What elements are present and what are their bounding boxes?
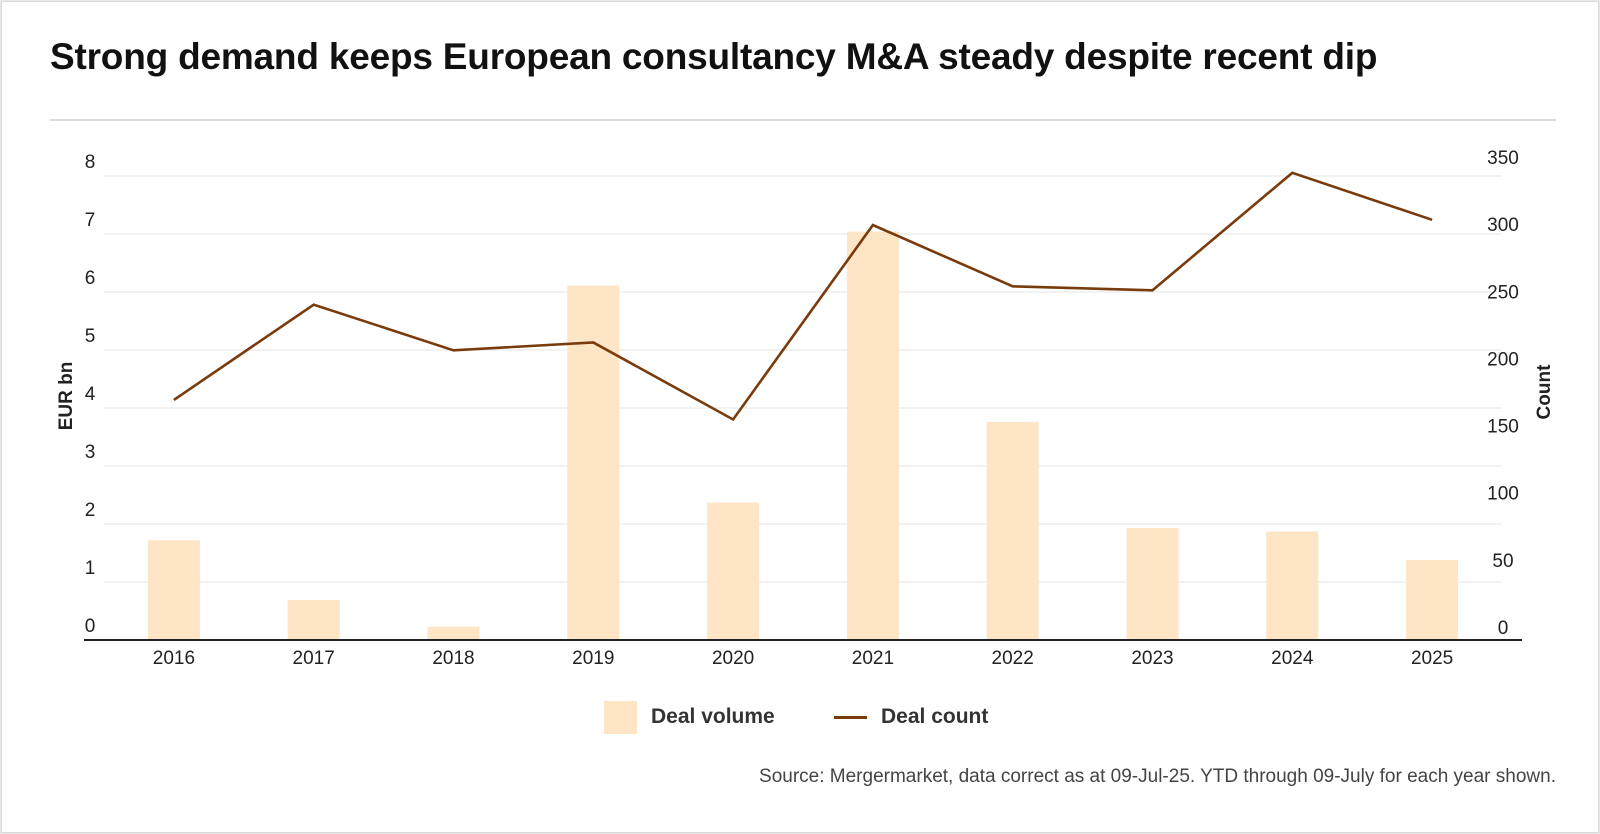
legend-label-deal-volume: Deal volume	[651, 705, 775, 728]
bar-2021	[846, 231, 899, 640]
bar-2017	[287, 599, 340, 640]
y-left-tick-label: 7	[85, 210, 96, 231]
y-left-axis-title: EUR bn	[56, 362, 77, 431]
x-tick-label: 2024	[1271, 648, 1314, 669]
x-tick-label: 2017	[293, 648, 335, 669]
deal-count-line-layer	[173, 171, 1433, 422]
y-right-tick-label: 300	[1487, 215, 1519, 236]
y-left-tick-label: 1	[85, 558, 96, 579]
x-tick-label: 2018	[432, 648, 474, 669]
bar-2019	[567, 285, 620, 640]
x-tick-label: 2025	[1411, 648, 1453, 669]
y-right-tick-label: 50	[1492, 551, 1513, 572]
y-right-tick-label: 150	[1487, 417, 1519, 438]
legend: Deal volume Deal count	[0, 700, 1600, 734]
y-left-tick-label: 6	[85, 268, 96, 289]
title-divider	[50, 119, 1556, 121]
x-tick-label: 2020	[712, 648, 754, 669]
y-right-tick-label: 350	[1487, 148, 1519, 169]
legend-label-deal-count: Deal count	[881, 705, 989, 728]
y-left-tick-label: 4	[85, 384, 96, 405]
y-left-tick-label: 3	[85, 442, 96, 463]
y-left-tick-label: 5	[85, 326, 96, 347]
bar-2024	[1266, 531, 1319, 640]
x-tick-label: 2021	[852, 648, 894, 669]
bar-2022	[986, 421, 1039, 640]
x-tick-label: 2019	[572, 648, 614, 669]
bar-2025	[1406, 559, 1459, 640]
legend-swatch-bar	[604, 700, 637, 734]
bar-2020	[707, 502, 760, 640]
gridlines	[104, 175, 1502, 583]
y-left-tick-label: 2	[85, 500, 96, 521]
legend-item-deal-count: Deal count	[834, 700, 988, 734]
legend-swatch-line	[834, 715, 867, 719]
bar-2023	[1126, 528, 1179, 640]
legend-item-deal-volume: Deal volume	[604, 700, 775, 734]
y-left-tick-label: 0	[85, 616, 96, 637]
bar-2018	[427, 626, 480, 640]
x-tick-label: 2023	[1131, 648, 1173, 669]
x-tick-label: 2022	[992, 648, 1034, 669]
y-right-tick-label: 200	[1487, 349, 1519, 370]
deal-count-line	[173, 171, 1433, 422]
bar-2016	[147, 540, 200, 640]
y-right-tick-label: 250	[1487, 282, 1519, 303]
axes: 0 1 2 3 4 5 6 7 8 0 50 100 150 200 250 300 350 2016 2017 20…	[56, 148, 1555, 669]
deal-volume-bars	[147, 231, 1459, 640]
chart-title: Strong demand keeps European consultancy…	[50, 36, 1378, 77]
y-right-tick-label: 0	[1498, 618, 1509, 639]
y-right-tick-label: 100	[1487, 484, 1519, 505]
x-tick-label: 2016	[153, 648, 195, 669]
y-right-axis-title: Count	[1534, 364, 1555, 420]
source-note: Source: Mergermarket, data correct as at…	[759, 766, 1556, 787]
y-left-tick-label: 8	[85, 152, 96, 173]
